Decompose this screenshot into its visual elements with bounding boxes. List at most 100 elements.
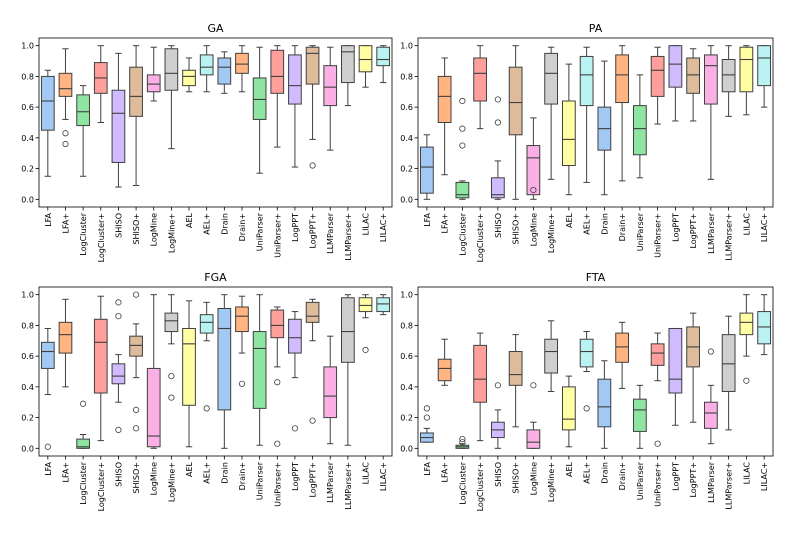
- x-tick-label: SHISO+: [132, 462, 141, 494]
- box-body: [757, 311, 772, 345]
- box-llmparser: [703, 348, 718, 445]
- axes-frame: [38, 37, 393, 208]
- panel-ga: GA 0.0 0.2 0.4 0.6 0.8 1.0 LFA LFA+ LogCluster Log…: [21, 22, 393, 262]
- box-uniparser-plus: [270, 306, 285, 447]
- x-tick-label: LogMine+: [547, 462, 556, 502]
- box-body: [686, 57, 701, 94]
- x-tick-label: UniParser: [256, 212, 265, 251]
- box-body: [111, 89, 126, 163]
- box-ael-plus: [199, 45, 214, 93]
- y-tick-label: 0.8: [400, 72, 413, 81]
- box-shiso-plus: [129, 291, 143, 432]
- x-tick-label: SHISO: [114, 462, 123, 487]
- y-tick-label: 0.0: [400, 195, 413, 204]
- x-tick-label: Drain+: [618, 213, 627, 241]
- box-body: [668, 327, 683, 394]
- box-body: [561, 100, 576, 167]
- x-tick-label: LogCluster+: [476, 213, 485, 262]
- box-body: [235, 306, 249, 333]
- box-body: [182, 327, 196, 406]
- outlier-point: [459, 435, 466, 443]
- box-body: [561, 386, 576, 431]
- x-tick-label: LogPPT+: [689, 213, 698, 249]
- box-lilac: [739, 45, 754, 116]
- box-body: [58, 72, 73, 97]
- outlier-point: [274, 379, 281, 386]
- box-lilac-plus: [757, 45, 772, 108]
- box-body: [341, 45, 355, 84]
- outlier-point: [62, 140, 69, 148]
- box-body: [615, 332, 630, 363]
- x-tick-label: LILAC+: [379, 462, 388, 491]
- box-drain: [217, 294, 232, 449]
- x-tick-label: UniParser+: [654, 462, 663, 507]
- x-tick-label: AEL: [565, 461, 574, 477]
- outlier-point: [80, 400, 87, 407]
- box-body: [129, 335, 143, 357]
- box-body: [164, 48, 179, 91]
- box-lilac-plus: [376, 294, 391, 316]
- box-body: [40, 75, 55, 131]
- panel-title: FTA: [586, 271, 606, 284]
- outlier-point: [274, 440, 281, 447]
- box-logmine: [146, 46, 161, 102]
- outlier-point: [459, 97, 466, 105]
- x-tick-label: LogCluster: [458, 212, 467, 255]
- box-shiso: [490, 96, 505, 200]
- x-tick-label: LILAC: [362, 213, 371, 236]
- box-body: [76, 438, 90, 449]
- x-tick-label: SHISO+: [512, 213, 521, 245]
- box-body: [288, 318, 302, 354]
- x-tick-label: Drain+: [238, 462, 247, 490]
- box-lfa: [40, 327, 55, 450]
- y-tick-label: 0.8: [21, 321, 34, 330]
- box-body: [757, 45, 772, 87]
- box-body: [252, 331, 267, 409]
- x-tick-label: Drain: [600, 462, 609, 484]
- box-body: [544, 338, 559, 374]
- x-tick-label: LogPPT+: [309, 462, 318, 498]
- box-body: [217, 57, 232, 85]
- box-uniparser: [632, 384, 647, 449]
- box-lilac: [739, 294, 754, 384]
- x-tick-label: LogPPT: [671, 213, 680, 242]
- box-llmparser: [703, 45, 718, 180]
- x-tick-label: LogPPT: [671, 462, 680, 491]
- y-tick-label: 0.8: [21, 72, 34, 81]
- box-lfa-plus: [58, 48, 73, 148]
- x-tick-label: LILAC+: [760, 213, 769, 242]
- box-llmparser-plus: [341, 294, 355, 446]
- box-drain-plus: [235, 295, 249, 387]
- y-tick-label: 0.4: [400, 134, 413, 143]
- box-logmine-plus: [164, 294, 179, 401]
- box-body: [579, 55, 594, 107]
- box-shiso-plus: [508, 45, 523, 200]
- x-tick-label: LILAC: [742, 462, 751, 485]
- x-tick-label: LLMParser: [326, 461, 335, 503]
- box-logppt: [288, 311, 302, 432]
- outlier-point: [203, 405, 210, 412]
- x-tick-label: UniParser: [636, 212, 645, 251]
- outlier-point: [654, 440, 661, 447]
- box-body: [419, 146, 434, 194]
- x-tick-label: LogMine+: [167, 462, 176, 502]
- box-body: [650, 55, 665, 97]
- box-lfa: [419, 405, 434, 443]
- box-body: [437, 75, 452, 123]
- box-logmine-plus: [164, 45, 179, 150]
- outlier-point: [583, 405, 590, 412]
- panel-title: GA: [207, 22, 224, 35]
- box-body: [358, 297, 373, 313]
- x-tick-label: Drain+: [238, 213, 247, 241]
- panel-title: PA: [589, 22, 603, 35]
- y-tick-label: 0.6: [400, 352, 413, 361]
- box-logcluster: [76, 400, 90, 449]
- box-body: [668, 45, 683, 88]
- box-logcluster: [455, 435, 470, 449]
- outlier-point: [362, 346, 369, 354]
- box-llmparser-plus: [341, 45, 355, 107]
- y-tick-label: 0.4: [21, 134, 34, 143]
- axes-frame: [417, 286, 774, 457]
- box-uniparser-plus: [650, 46, 665, 125]
- box-lfa-plus: [437, 57, 452, 176]
